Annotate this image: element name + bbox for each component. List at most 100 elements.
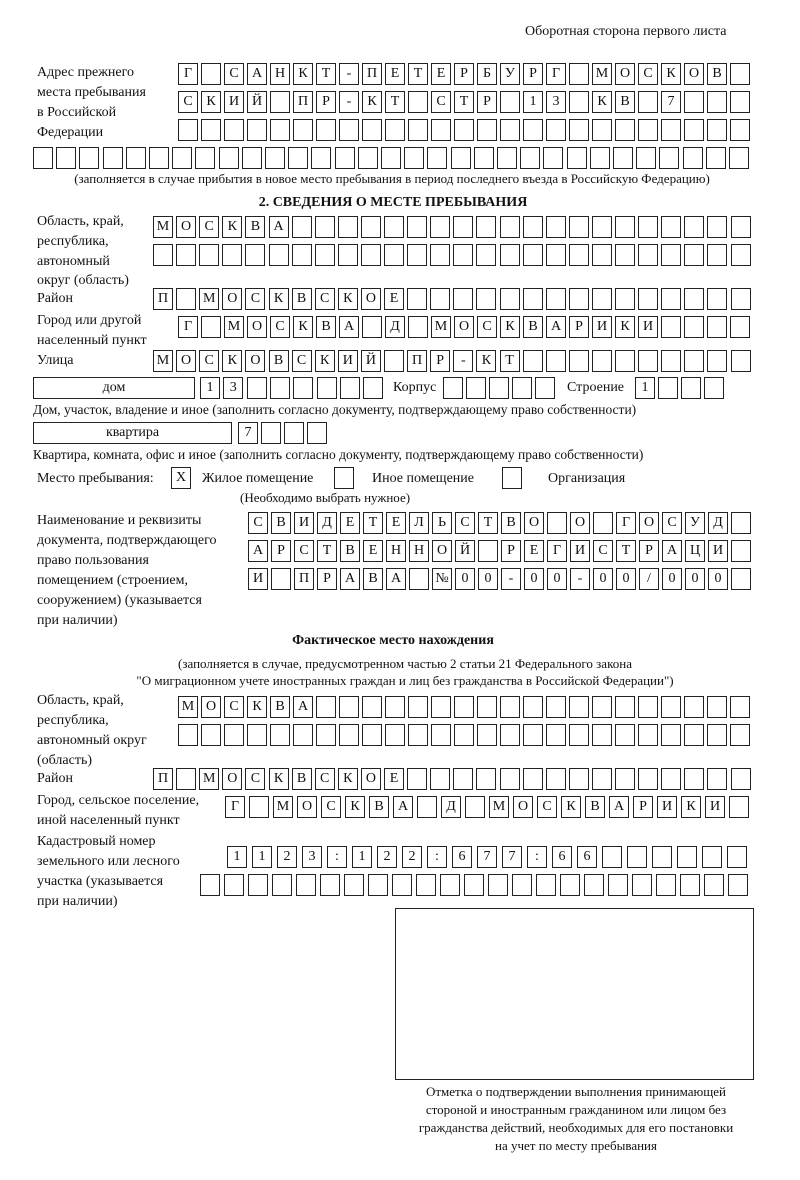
char-cell[interactable]: С — [270, 316, 290, 338]
char-cell[interactable]: В — [268, 350, 289, 372]
char-cell[interactable]: Н — [409, 540, 429, 562]
char-cell[interactable]: Е — [385, 63, 405, 85]
char-cell[interactable]: Н — [386, 540, 406, 562]
char-cell[interactable]: 1 — [200, 377, 220, 399]
char-cell[interactable] — [638, 724, 658, 746]
char-cell[interactable] — [465, 796, 485, 818]
char-cell[interactable]: О — [201, 696, 221, 718]
char-cell[interactable] — [440, 874, 460, 896]
char-cell[interactable]: : — [427, 846, 447, 868]
char-cell[interactable]: Р — [271, 540, 291, 562]
char-cell[interactable] — [176, 244, 197, 266]
char-cell[interactable]: В — [615, 91, 635, 113]
char-cell[interactable]: О — [247, 316, 267, 338]
char-cell[interactable] — [593, 512, 613, 534]
char-cell[interactable] — [408, 316, 428, 338]
char-cell[interactable]: Е — [384, 288, 404, 310]
char-cell[interactable]: М — [273, 796, 293, 818]
char-cell[interactable]: У — [500, 63, 520, 85]
char-cell[interactable] — [222, 244, 243, 266]
char-cell[interactable]: 0 — [524, 568, 544, 590]
char-cell[interactable] — [488, 874, 508, 896]
char-cell[interactable] — [316, 696, 336, 718]
char-cell[interactable] — [569, 724, 589, 746]
char-cell[interactable]: № — [432, 568, 452, 590]
char-cell[interactable] — [125, 147, 146, 169]
char-cell[interactable] — [430, 244, 451, 266]
char-cell[interactable] — [344, 874, 364, 896]
char-cell[interactable]: - — [570, 568, 590, 590]
char-cell[interactable] — [681, 377, 701, 399]
char-cell[interactable]: У — [685, 512, 705, 534]
char-cell[interactable]: - — [453, 350, 474, 372]
char-cell[interactable] — [592, 724, 612, 746]
char-cell[interactable]: М — [592, 63, 612, 85]
char-cell[interactable] — [102, 147, 123, 169]
char-cell[interactable]: С — [178, 91, 198, 113]
char-cell[interactable] — [224, 119, 244, 141]
char-cell[interactable] — [246, 377, 267, 399]
char-cell[interactable]: С — [224, 696, 244, 718]
char-cell[interactable]: 3 — [302, 846, 322, 868]
char-cell[interactable] — [477, 119, 497, 141]
char-cell[interactable]: Р — [633, 796, 653, 818]
char-cell[interactable] — [707, 768, 728, 790]
char-cell[interactable] — [560, 874, 580, 896]
char-cell[interactable] — [546, 696, 566, 718]
char-cell[interactable] — [512, 874, 532, 896]
char-cell[interactable] — [682, 147, 703, 169]
char-cell[interactable]: О — [222, 288, 243, 310]
char-cell[interactable]: К — [592, 91, 612, 113]
char-cell[interactable] — [684, 216, 705, 238]
char-cell[interactable]: В — [271, 512, 291, 534]
char-cell[interactable]: М — [224, 316, 244, 338]
char-cell[interactable] — [311, 147, 332, 169]
char-cell[interactable] — [268, 244, 289, 266]
char-cell[interactable] — [79, 147, 100, 169]
char-cell[interactable] — [269, 377, 290, 399]
char-cell[interactable] — [658, 377, 678, 399]
char-cell[interactable] — [408, 91, 428, 113]
char-cell[interactable] — [362, 696, 382, 718]
char-cell[interactable]: Т — [316, 63, 336, 85]
char-cell[interactable] — [602, 846, 622, 868]
char-cell[interactable] — [476, 768, 497, 790]
char-cell[interactable] — [535, 377, 555, 399]
char-cell[interactable]: И — [224, 91, 244, 113]
char-cell[interactable] — [453, 288, 474, 310]
char-cell[interactable]: А — [609, 796, 629, 818]
char-cell[interactable] — [500, 119, 520, 141]
char-cell[interactable] — [499, 216, 520, 238]
char-cell[interactable] — [360, 216, 381, 238]
char-cell[interactable] — [316, 377, 337, 399]
char-cell[interactable] — [615, 696, 635, 718]
char-cell[interactable] — [638, 216, 659, 238]
char-cell[interactable]: Е — [363, 540, 383, 562]
char-cell[interactable] — [730, 288, 751, 310]
char-cell[interactable]: Р — [316, 91, 336, 113]
char-cell[interactable] — [316, 724, 336, 746]
char-cell[interactable] — [707, 724, 727, 746]
char-cell[interactable]: А — [339, 316, 359, 338]
char-cell[interactable]: В — [245, 216, 266, 238]
char-cell[interactable] — [408, 696, 428, 718]
char-cell[interactable]: С — [248, 512, 268, 534]
char-cell[interactable]: Г — [178, 63, 198, 85]
char-cell[interactable]: О — [360, 768, 381, 790]
char-cell[interactable]: Г — [546, 63, 566, 85]
char-cell[interactable] — [591, 350, 612, 372]
char-cell[interactable]: К — [222, 216, 243, 238]
char-cell[interactable]: Г — [616, 512, 636, 534]
char-cell[interactable] — [730, 724, 750, 746]
char-cell[interactable]: И — [638, 316, 658, 338]
char-cell[interactable] — [314, 244, 335, 266]
char-cell[interactable]: К — [268, 288, 289, 310]
char-cell[interactable]: 0 — [478, 568, 498, 590]
char-cell[interactable]: 3 — [223, 377, 244, 399]
char-cell[interactable] — [176, 768, 197, 790]
char-cell[interactable] — [466, 377, 486, 399]
char-cell[interactable]: К — [681, 796, 701, 818]
char-cell[interactable]: К — [362, 91, 382, 113]
char-cell[interactable]: К — [314, 350, 335, 372]
char-cell[interactable] — [536, 874, 556, 896]
